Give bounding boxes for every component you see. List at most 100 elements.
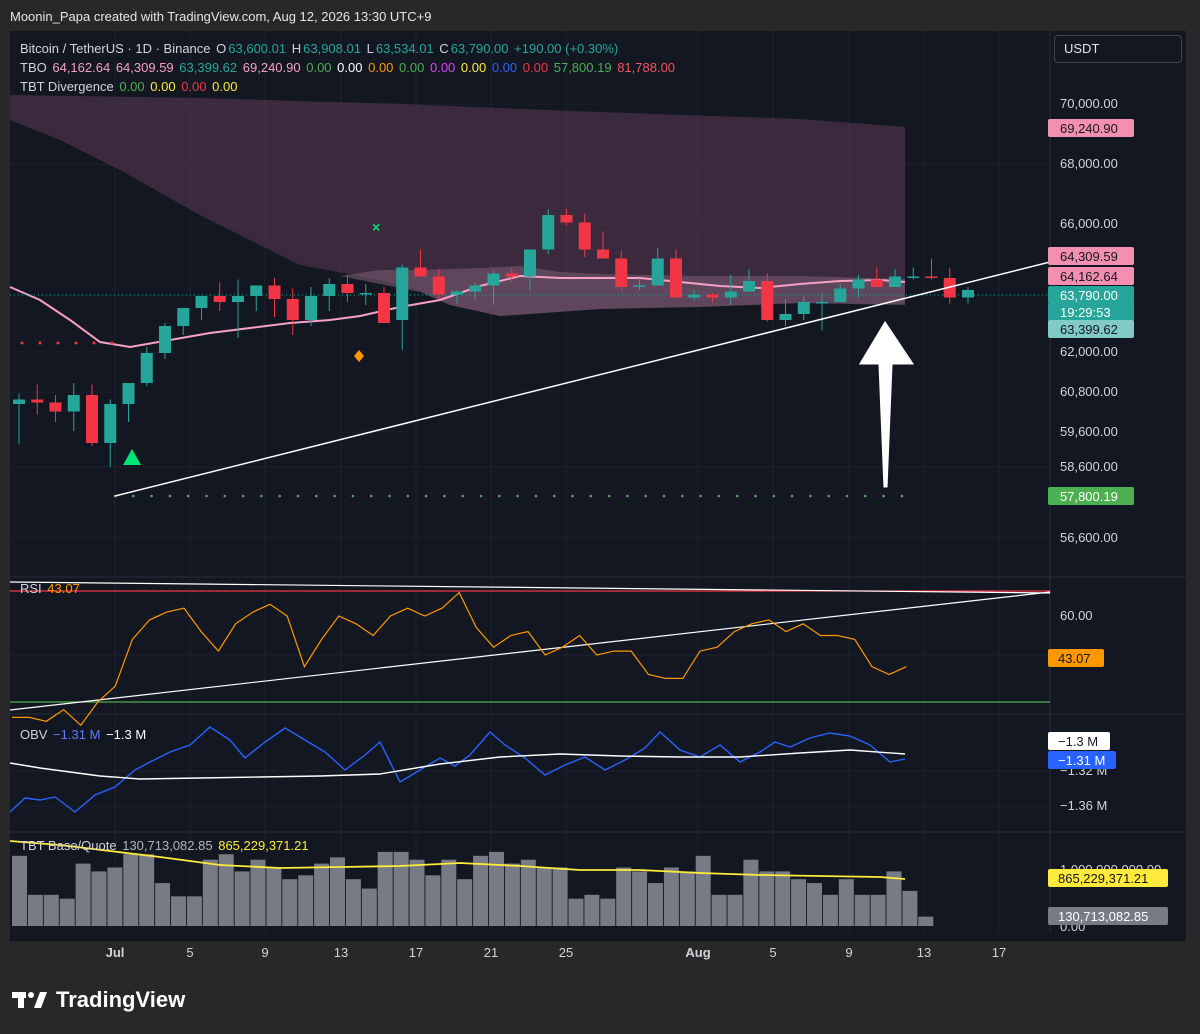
volume-value: 130,713,082.85 xyxy=(122,838,213,853)
support-dot xyxy=(132,494,135,498)
volume-bar xyxy=(393,851,409,926)
candle-body xyxy=(834,288,847,302)
support-dot xyxy=(571,494,574,498)
volume-bar xyxy=(791,879,807,926)
volume-name: TBT Base/Quote xyxy=(20,838,117,853)
divergence-legend[interactable]: TBT Divergence 0.00 0.00 0.00 0.00 xyxy=(20,79,239,94)
candle-body xyxy=(232,296,244,302)
candle-body xyxy=(615,258,628,287)
price-tick-label: 62,000.00 xyxy=(1060,344,1118,359)
volume-bar xyxy=(12,855,27,926)
support-dot xyxy=(900,494,904,498)
chart-caption: Moonin_Papa created with TradingView.com… xyxy=(10,9,432,24)
tbo-fast-line xyxy=(9,274,906,349)
volume-bar xyxy=(902,890,918,926)
support-dot xyxy=(662,494,666,498)
rsi-name: RSI xyxy=(20,581,42,596)
volume-bar xyxy=(854,894,870,926)
volume-bar xyxy=(568,898,584,926)
price-label-text: 63,790.00 xyxy=(1060,288,1118,303)
volume-bar xyxy=(59,898,75,926)
tradingview-logo[interactable]: TradingView xyxy=(12,987,185,1013)
obv-legend[interactable]: OBV −1.31 M −1.3 M xyxy=(20,727,148,742)
sell-signal-cross: × xyxy=(372,219,380,235)
currency-select-button[interactable]: USDT xyxy=(1054,35,1182,63)
rsi-legend[interactable]: RSI 43.07 xyxy=(20,581,82,596)
candle-body xyxy=(414,267,427,277)
volume-bar xyxy=(520,859,536,926)
volume-value-box xyxy=(1048,907,1168,925)
divergence-value: 0.00 xyxy=(119,79,145,94)
candle-body xyxy=(378,293,390,323)
volume-bar xyxy=(918,916,934,926)
stop-dot xyxy=(56,341,60,345)
volume-bar xyxy=(282,879,298,926)
tbo-value: 64,309.59 xyxy=(115,60,174,75)
volume-bar xyxy=(27,894,43,926)
support-dot xyxy=(845,494,849,498)
candle-body xyxy=(286,299,299,320)
price-axis: 70,000.00 68,000.00 66,000.00 62,000.00 60,8… xyxy=(1060,96,1118,545)
rsi-trendline xyxy=(9,591,1051,711)
volume-bar xyxy=(663,867,679,926)
candle-body xyxy=(505,273,518,277)
volume-bar xyxy=(171,896,186,926)
candle-body xyxy=(779,314,792,320)
price-label-text: 64,162.64 xyxy=(1060,269,1118,284)
price-label-text: 64,309.59 xyxy=(1060,249,1118,264)
price-label-text: 57,800.19 xyxy=(1060,489,1118,504)
stop-dot xyxy=(110,341,114,345)
volume-bar xyxy=(552,867,568,926)
price-label-box xyxy=(1048,303,1134,321)
volume-bar xyxy=(807,883,822,926)
price-label-box xyxy=(1048,267,1134,285)
symbol-legend[interactable]: Bitcoin / TetherUS · 1D · Binance O 63,60… xyxy=(20,41,620,56)
high-value: 63,908.01 xyxy=(303,41,361,56)
support-dot xyxy=(735,494,739,498)
support-dot xyxy=(498,494,501,498)
candle-body xyxy=(213,296,226,302)
volume-bar xyxy=(266,867,282,926)
support-dot xyxy=(644,494,647,498)
volume-legend[interactable]: TBT Base/Quote 130,713,082.85 865,229,37… xyxy=(20,838,311,853)
candle-body xyxy=(86,395,98,443)
rsi-value-box xyxy=(1048,649,1104,667)
tbo-legend[interactable]: TBO 64,162.64 64,309.59 63,399.62 69,240… xyxy=(20,60,677,75)
support-dot xyxy=(369,494,373,498)
support-dot xyxy=(534,494,538,498)
open-value: 63,600.01 xyxy=(228,41,287,56)
support-dot xyxy=(461,494,465,498)
volume-ma-label: 865,229,371.21 xyxy=(1058,871,1148,886)
candle-body xyxy=(323,284,336,296)
volume-bar xyxy=(155,883,171,926)
time-tick-label: 21 xyxy=(484,945,498,960)
rsi-tick-label: 60.00 xyxy=(1060,608,1093,623)
divergence-value: 0.00 xyxy=(212,79,238,94)
volume-bar xyxy=(186,896,202,926)
candle-body xyxy=(487,273,500,286)
tradingview-logo-text: TradingView xyxy=(56,987,186,1012)
tbo-value: 63,399.62 xyxy=(179,60,238,75)
candle-body xyxy=(341,284,354,293)
rsi-trendline-top xyxy=(9,581,1051,594)
support-dot xyxy=(607,494,611,498)
time-tick-label: 13 xyxy=(917,945,931,960)
support-dot xyxy=(205,494,208,498)
support-dot xyxy=(168,494,172,498)
tbo-value: 0.00 xyxy=(491,60,518,75)
volume-bars xyxy=(12,851,934,926)
tbo-value: 0.00 xyxy=(368,60,394,75)
divergence-name: TBT Divergence xyxy=(20,79,114,94)
volume-value-label: 130,713,082.85 xyxy=(1058,909,1148,924)
candle-body xyxy=(13,399,25,404)
support-dot xyxy=(552,494,556,498)
candle-body xyxy=(524,249,536,277)
candle-body xyxy=(925,276,938,278)
candles xyxy=(13,209,974,467)
volume-bar xyxy=(139,854,155,926)
tbo-value: 0.00 xyxy=(522,60,549,75)
volume-bar xyxy=(314,863,330,926)
candle-body xyxy=(816,302,828,304)
candle-body xyxy=(159,326,171,353)
